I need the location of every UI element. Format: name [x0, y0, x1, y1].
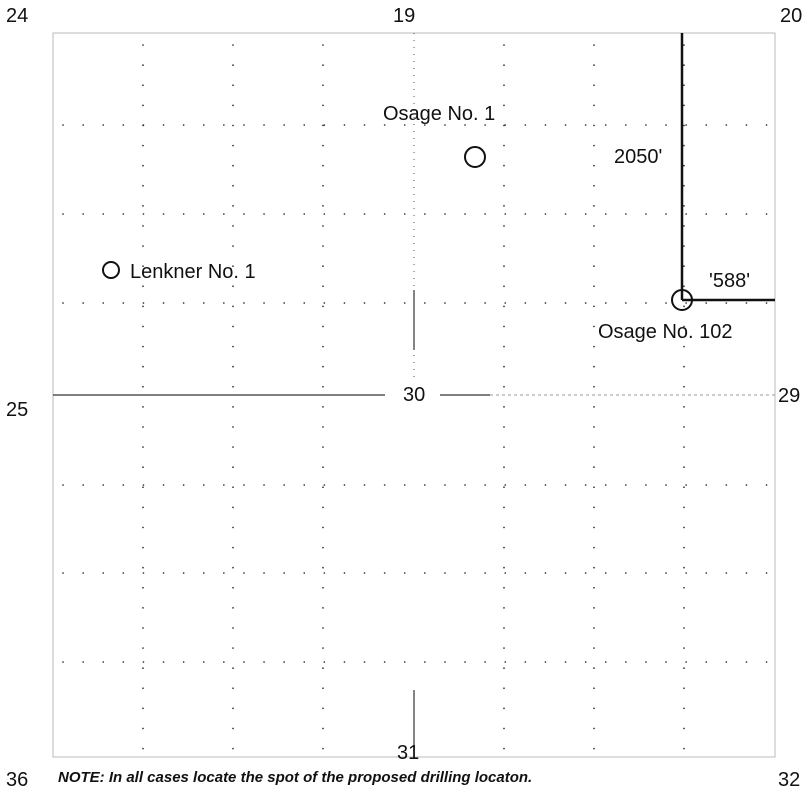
well-label-lenkner-no-1: Lenkner No. 1 [130, 261, 256, 283]
section-number-bottom-left: 36 [6, 769, 29, 791]
drilling-location-note: NOTE: In all cases locate the spot of th… [58, 769, 533, 786]
section-number-top-center: 19 [393, 5, 416, 27]
section-number-top-right: 20 [780, 5, 803, 27]
section-number-middle-right: 29 [778, 385, 801, 407]
section-number-bottom-right: 32 [778, 769, 801, 791]
osage-no-1-well-icon [464, 146, 486, 168]
section-number-bottom-center: 31 [397, 742, 420, 764]
section-number-middle-left: 25 [6, 399, 29, 421]
section-number-center: 30 [399, 385, 430, 405]
well-label-osage-no-102: Osage No. 102 [598, 321, 733, 343]
section-number-top-left: 24 [6, 5, 29, 27]
dimension-label-vertical: 2050' [612, 146, 665, 168]
osage-no-102-well-icon [671, 289, 693, 311]
well-label-osage-no-1: Osage No. 1 [383, 103, 496, 125]
dimension-label-horizontal: '588' [709, 270, 751, 292]
lenkner-no-1-well-icon [102, 261, 120, 279]
